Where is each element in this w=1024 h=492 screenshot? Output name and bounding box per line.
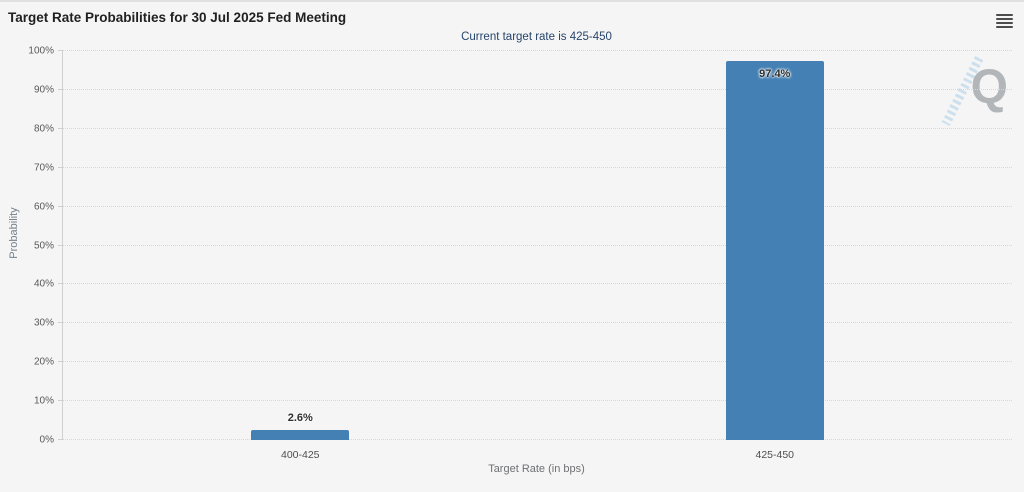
plot-area: 0% 10% 20% 30% 40% 50% 60% 70% 80% 90% 100% 2.6% 400… <box>28 46 1012 461</box>
chart-context-menu-button[interactable] <box>994 12 1016 30</box>
y-axis-tick <box>58 88 63 90</box>
y-axis-tick <box>58 400 63 402</box>
gridline <box>63 361 1012 363</box>
gridline <box>63 127 1012 129</box>
x-tick-label: 400-425 <box>280 449 320 461</box>
y-tick-label: 10% <box>33 395 54 407</box>
y-tick-label: 0% <box>39 434 54 446</box>
bar-value-label: 2.6% <box>287 411 313 424</box>
gridline <box>63 50 1012 51</box>
y-tick-label: 90% <box>33 84 54 96</box>
y-tick-label: 50% <box>33 240 54 251</box>
y-tick-label: 60% <box>33 201 54 213</box>
y-tick-label: 30% <box>33 317 54 329</box>
y-axis-title: Probability <box>8 207 20 259</box>
y-axis-tick <box>58 127 63 129</box>
y-axis-tick <box>58 361 63 363</box>
gridline <box>63 244 1012 246</box>
chart-title: Target Rate Probabilities for 30 Jul 202… <box>8 10 347 25</box>
y-tick-label: 80% <box>33 123 54 135</box>
gridline <box>63 88 1012 90</box>
y-axis-tick <box>58 205 63 207</box>
y-axis-tick <box>58 439 63 440</box>
y-tick-label: 70% <box>33 162 54 174</box>
bar-400-425[interactable] <box>251 429 350 440</box>
hamburger-icon <box>996 14 1013 16</box>
bar-425-450[interactable] <box>725 61 824 440</box>
x-axis-title: Target Rate (in bps) <box>488 463 585 475</box>
y-tick-label: 100% <box>28 45 54 57</box>
bar-value-label: 97.4% <box>759 68 791 81</box>
y-axis-tick <box>58 322 63 324</box>
y-axis-tick <box>58 166 63 168</box>
chart-subtitle: Current target rate is 425-450 <box>461 31 612 43</box>
gridline <box>63 283 1012 285</box>
y-axis-tick <box>58 50 63 51</box>
y-tick-label: 40% <box>33 278 54 290</box>
y-axis-tick <box>58 283 63 285</box>
gridline <box>63 400 1012 402</box>
y-tick-label: 20% <box>33 356 54 368</box>
gridline <box>63 205 1012 207</box>
gridline <box>63 322 1012 324</box>
x-tick-label: 425-450 <box>755 449 795 461</box>
y-axis-tick <box>58 244 63 246</box>
gridline <box>63 439 1012 440</box>
gridline <box>63 166 1012 168</box>
